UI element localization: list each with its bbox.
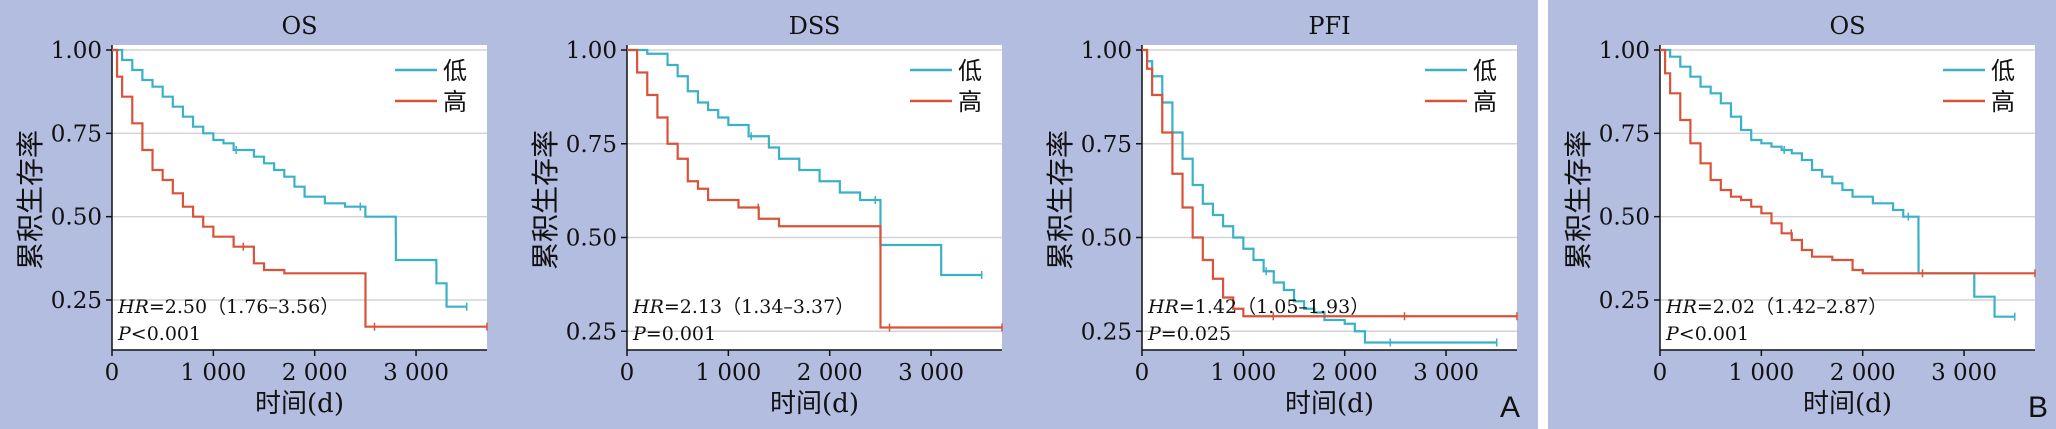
legend-label: 低	[1991, 57, 2015, 85]
y-axis-label: 累积生存率	[14, 130, 47, 270]
y-tick-label: 0.25	[566, 319, 617, 345]
chart-os-a: OS 1.00 0.75 0.50 0.25 0 1 000 2 000 3 000 时间(d) 累…	[14, 12, 488, 419]
y-tick-label: 0.75	[1081, 132, 1132, 158]
series-line-high	[112, 48, 487, 328]
x-tick-label: 3 000	[1413, 360, 1479, 386]
hr-annotation: HR=2.13（1.34–3.37）	[632, 296, 854, 318]
plot-area	[1660, 45, 2035, 350]
y-tick-label: 0.25	[1081, 319, 1132, 345]
y-tick-label: 1.00	[51, 38, 102, 64]
y-tick-label: 1.00	[1081, 38, 1132, 64]
x-tick-label: 1 000	[1210, 360, 1276, 386]
legend-label: 低	[1473, 57, 1497, 85]
x-tick-label: 0	[105, 360, 120, 386]
x-tick-label: 0	[620, 360, 635, 386]
x-tick-label: 3 000	[383, 360, 449, 386]
plot-area	[112, 45, 487, 350]
p-annotation: P=0.025	[1147, 323, 1231, 345]
legend-label: 高	[1991, 88, 2015, 116]
series-line-low	[112, 48, 467, 308]
y-tick-label: 0.75	[566, 132, 617, 158]
chart-pfi: PFI 1.00 0.75 0.50 0.250 1 000 2 000 3 000 时间(d)…	[1044, 12, 1518, 419]
plot-area	[627, 45, 1002, 350]
p-annotation: P<0.001	[117, 323, 201, 345]
y-tick-label: 0.25	[1599, 288, 1650, 314]
series-line-high	[1660, 48, 2035, 275]
x-axis-label: 时间(d)	[255, 389, 344, 419]
y-tick-label: 1.00	[1599, 38, 1650, 64]
y-tick-label: 0.50	[566, 226, 617, 252]
x-tick-label: 0	[1653, 360, 1668, 386]
x-tick-label: 2 000	[1312, 360, 1378, 386]
x-tick-label: 2 000	[282, 360, 348, 386]
y-axis-label: 累积生存率	[529, 130, 562, 270]
series-line-low	[1660, 48, 2015, 318]
p-annotation: P<0.001	[1665, 323, 1749, 345]
x-axis-label: 时间(d)	[1803, 389, 1892, 419]
chart-os-b: OS 1.00 0.75 0.50 0.25 0 1 000 2 000 3 000 时间(d) 累…	[1562, 12, 2036, 419]
series-line-high	[1142, 48, 1517, 318]
y-tick-label: 0.50	[51, 205, 102, 231]
x-tick-label: 1 000	[695, 360, 761, 386]
y-tick-label: 0.25	[51, 288, 102, 314]
panel-letter-a: A	[1499, 391, 1520, 424]
legend-label: 高	[443, 88, 467, 116]
y-tick-label: 0.50	[1599, 205, 1650, 231]
chart-dss: DSS 1.00 0.75 0.50 0.250 1 000 2 000 3 000 时间(d)…	[529, 12, 1003, 419]
y-tick-label: 0.50	[1081, 226, 1132, 252]
series-line-low	[627, 48, 982, 277]
x-tick-label: 3 000	[1931, 360, 1997, 386]
legend-label: 低	[958, 57, 982, 85]
chart-title: OS	[281, 12, 317, 40]
x-axis-label: 时间(d)	[1285, 389, 1374, 419]
y-axis-label: 累积生存率	[1044, 130, 1077, 270]
x-axis-label: 时间(d)	[770, 389, 859, 419]
y-tick-label: 1.00	[566, 38, 617, 64]
hr-annotation: HR=1.42（1.05–1.93）	[1147, 296, 1369, 318]
panel-b: OS 1.00 0.75 0.50 0.25 0 1 000 2 000 3 000 时间(d) 累…	[1548, 0, 2056, 429]
x-tick-label: 2 000	[797, 360, 863, 386]
x-tick-label: 3 000	[898, 360, 964, 386]
panel-letter-b: B	[2027, 391, 2048, 424]
y-tick-label: 0.75	[51, 121, 102, 147]
chart-title: PFI	[1308, 12, 1350, 40]
x-tick-label: 1 000	[1728, 360, 1794, 386]
legend-label: 高	[958, 88, 982, 116]
chart-title: OS	[1829, 12, 1865, 40]
y-axis-label: 累积生存率	[1562, 130, 1595, 270]
series-line-high	[627, 48, 1002, 329]
x-tick-label: 1 000	[180, 360, 246, 386]
p-annotation: P=0.001	[632, 323, 716, 345]
x-tick-label: 0	[1135, 360, 1150, 386]
legend-label: 低	[443, 57, 467, 85]
plot-area	[1142, 45, 1517, 350]
chart-title: DSS	[789, 12, 841, 40]
hr-annotation: HR=2.50（1.76–3.56）	[117, 296, 339, 318]
legend-label: 高	[1473, 88, 1497, 116]
x-tick-label: 2 000	[1830, 360, 1896, 386]
panel-a: OS 1.00 0.75 0.50 0.25 0 1 000 2 000 3 000 时间(d) 累…	[0, 0, 1538, 429]
y-tick-label: 0.75	[1599, 121, 1650, 147]
hr-annotation: HR=2.02（1.42–2.87）	[1665, 296, 1887, 318]
